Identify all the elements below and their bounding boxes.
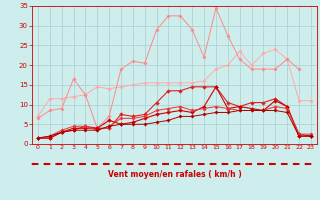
X-axis label: Vent moyen/en rafales ( km/h ): Vent moyen/en rafales ( km/h ) <box>108 170 241 179</box>
